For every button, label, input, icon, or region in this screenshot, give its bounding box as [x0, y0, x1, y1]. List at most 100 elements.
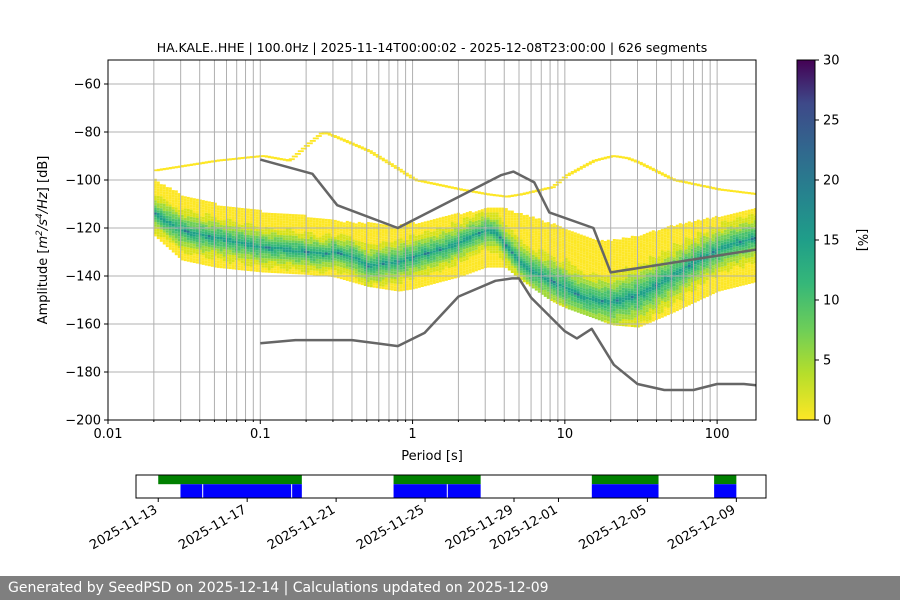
heatmap-cell	[261, 222, 265, 225]
heatmap-cell	[306, 219, 310, 223]
heatmap-cell	[501, 241, 505, 244]
heatmap-cell	[273, 258, 277, 262]
heatmap-cell	[375, 235, 379, 238]
heatmap-cell	[417, 280, 421, 283]
heatmap-cell	[570, 240, 574, 244]
heatmap-cell	[534, 281, 538, 284]
heatmap-cell	[195, 239, 199, 242]
heatmap-cell	[639, 307, 643, 310]
heatmap-cell	[153, 181, 157, 184]
heatmap-cell	[252, 214, 256, 217]
heatmap-cell	[216, 255, 220, 259]
heatmap-cell	[393, 281, 397, 284]
heatmap-cell	[567, 278, 571, 281]
heatmap-cell	[342, 258, 346, 261]
heatmap-cell	[507, 263, 511, 266]
heatmap-cell	[225, 266, 229, 269]
heatmap-cell	[279, 266, 283, 269]
heatmap-cell	[417, 271, 421, 274]
heatmap-cell	[633, 288, 637, 292]
heatmap-cell	[540, 266, 544, 269]
heatmap-cell	[261, 217, 265, 220]
heatmap-cell	[351, 246, 355, 249]
heatmap-cell	[612, 277, 616, 280]
heatmap-cell	[450, 231, 454, 234]
heatmap-cell	[165, 225, 169, 228]
heatmap-cell	[204, 224, 208, 228]
heatmap-cell	[423, 226, 427, 229]
heatmap-cell	[390, 237, 394, 241]
heatmap-cell	[282, 247, 286, 250]
heatmap-cell	[573, 282, 577, 286]
heatmap-cell	[630, 298, 634, 301]
heatmap-cell	[354, 273, 358, 277]
heatmap-cell	[591, 250, 595, 254]
heatmap-cell	[561, 242, 565, 245]
heatmap-cell	[645, 319, 649, 322]
heatmap-cell	[513, 268, 517, 271]
heatmap-cell	[294, 231, 298, 234]
heatmap-cell	[369, 258, 373, 261]
heatmap-cell	[255, 219, 259, 222]
heatmap-cell	[246, 227, 250, 231]
heatmap-cell	[192, 229, 196, 232]
heatmap-cell	[207, 263, 211, 267]
heatmap-cell	[279, 237, 283, 240]
heatmap-cell	[171, 218, 175, 222]
heatmap-cell	[546, 265, 550, 268]
heatmap-cell	[603, 320, 607, 323]
heatmap-cell	[171, 223, 175, 227]
heatmap-cell	[339, 221, 343, 224]
heatmap-cell	[300, 240, 304, 244]
heatmap-cell	[639, 321, 643, 325]
heatmap-cell	[273, 263, 277, 266]
heatmap-cell	[459, 250, 463, 253]
heatmap-cell	[408, 285, 412, 288]
heatmap-cell	[357, 269, 361, 273]
heatmap-cell	[204, 246, 208, 249]
heatmap-cell	[552, 242, 556, 245]
heatmap-cell	[186, 252, 190, 255]
heatmap-cell	[594, 259, 598, 262]
heatmap-cell	[660, 248, 664, 251]
heatmap-cell	[498, 236, 502, 239]
heatmap-cell	[543, 241, 547, 245]
heatmap-cell	[171, 242, 175, 246]
heatmap-cell	[612, 306, 616, 309]
heatmap-cell	[204, 232, 208, 235]
heatmap-cell	[345, 220, 349, 224]
heatmap-cell	[534, 225, 538, 229]
heatmap-cell	[657, 273, 661, 276]
heatmap-cell	[561, 261, 565, 264]
heatmap-cell	[426, 280, 430, 284]
heatmap-cell	[561, 278, 565, 281]
heatmap-cell	[501, 212, 505, 215]
heatmap-cell	[597, 291, 601, 294]
heatmap-cell	[381, 279, 385, 282]
heatmap-cell	[336, 259, 340, 262]
heatmap-cell	[564, 303, 568, 306]
heatmap-cell	[390, 261, 394, 265]
heatmap-cell	[519, 256, 523, 259]
heatmap-cell	[606, 278, 610, 281]
heatmap-cell	[357, 265, 361, 268]
heatmap-cell	[177, 219, 181, 222]
heatmap-cell	[252, 257, 256, 260]
heatmap-cell	[228, 218, 232, 222]
heatmap-cell	[252, 266, 256, 270]
heatmap-cell	[570, 262, 574, 265]
heatmap-cell	[393, 245, 397, 248]
heatmap-cell	[528, 243, 532, 246]
heatmap-cell	[606, 294, 610, 298]
heatmap-cell	[393, 271, 397, 275]
heatmap-outlier-cell	[645, 166, 652, 169]
heatmap-cell	[570, 296, 574, 299]
heatmap-cell	[432, 276, 436, 280]
heatmap-cell	[624, 304, 628, 308]
heatmap-cell	[642, 243, 646, 247]
heatmap-cell	[174, 252, 178, 256]
heatmap-cell	[564, 296, 568, 299]
heatmap-cell	[621, 316, 625, 319]
heatmap-cell	[429, 270, 433, 273]
heatmap-cell	[216, 205, 220, 208]
